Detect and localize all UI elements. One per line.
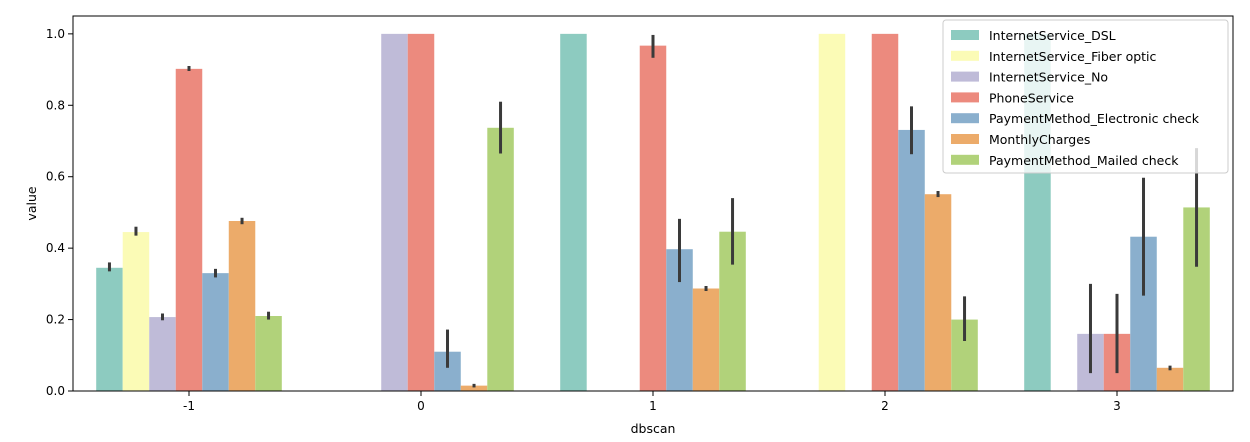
bars-layer (96, 33, 1210, 392)
bar (175, 68, 203, 392)
legend-swatch (951, 113, 979, 124)
y-tick-label: 0.8 (46, 98, 65, 112)
legend-label: InternetService_Fiber optic (989, 49, 1157, 64)
bar (381, 33, 408, 392)
y-tick-label: 0.6 (46, 170, 65, 184)
y-tick-label: 0.0 (46, 384, 65, 398)
x-tick-label: -1 (183, 399, 195, 413)
legend-label: PhoneService (989, 90, 1074, 105)
legend-label: InternetService_DSL (989, 28, 1116, 43)
x-tick-label: 3 (1113, 399, 1121, 413)
x-axis-title: dbscan (631, 421, 676, 436)
bar (202, 273, 229, 391)
bar (228, 221, 256, 391)
x-axis: -1 0 1 2 3 (183, 391, 1121, 413)
bar (407, 33, 435, 392)
bar (924, 194, 952, 391)
legend-swatch (951, 71, 979, 82)
bar (639, 45, 667, 391)
legend-label: MonthlyCharges (989, 132, 1090, 147)
y-axis-title: value (24, 186, 39, 220)
bar (96, 267, 123, 391)
y-tick-label: 0.2 (46, 313, 65, 327)
error-bars-layer (107, 34, 1199, 388)
bar (871, 33, 899, 392)
x-tick-label: 1 (649, 399, 657, 413)
y-tick-label: 0.4 (46, 241, 65, 255)
legend-swatch (951, 154, 979, 165)
legend-label: PaymentMethod_Electronic check (989, 111, 1200, 126)
legend: InternetService_DSL InternetService_Fiber… (942, 19, 1229, 174)
bar (255, 316, 282, 391)
bar (898, 129, 925, 391)
legend-swatch (951, 50, 979, 61)
legend-swatch (951, 92, 979, 103)
legend-label: InternetService_No (989, 70, 1108, 85)
bar (460, 385, 488, 391)
x-tick-label: 0 (417, 399, 425, 413)
legend-swatch (951, 134, 979, 144)
y-tick-label: 1.0 (46, 27, 65, 41)
bar (692, 288, 720, 391)
x-tick-label: 2 (881, 399, 889, 413)
legend-swatch (951, 30, 979, 40)
y-axis: 0.0 0.2 0.4 0.6 0.8 1.0 (46, 27, 73, 398)
bar (149, 317, 176, 391)
legend-label: PaymentMethod_Mailed check (989, 153, 1179, 168)
bar (560, 33, 587, 392)
bar (1156, 367, 1184, 391)
legend-box (942, 19, 1229, 174)
bar (122, 232, 150, 391)
bar (487, 127, 514, 391)
bar (818, 33, 846, 392)
